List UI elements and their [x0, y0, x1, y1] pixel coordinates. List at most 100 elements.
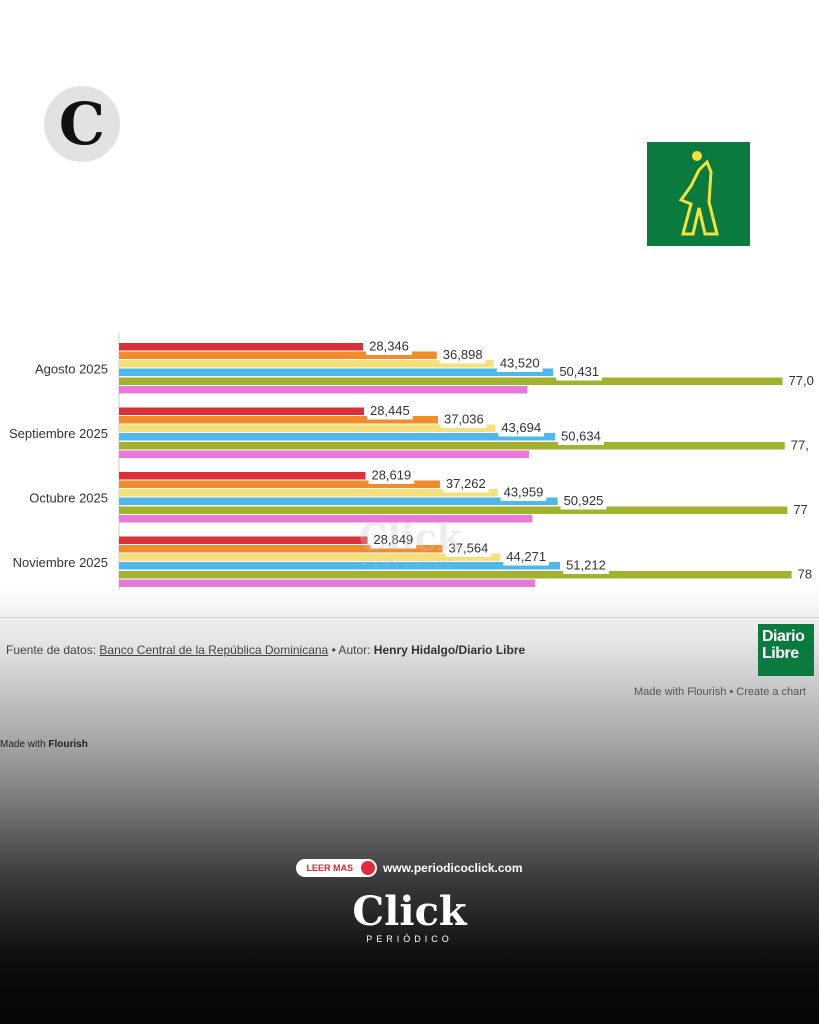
value-label-bg: [440, 412, 487, 428]
value-label: 78: [798, 566, 812, 581]
bar: [119, 571, 792, 579]
diario-libre-logo: Diario Libre: [758, 624, 814, 676]
value-label-group: 28,445: [366, 403, 413, 420]
value-label-group: 37,564: [445, 540, 492, 557]
value-label: 28,619: [371, 467, 411, 482]
category-label: Noviembre 2025: [13, 555, 108, 570]
brand: Click PERIÓDICO: [0, 888, 819, 944]
value-label-bg: [500, 485, 547, 501]
value-label-group: 37,262: [442, 476, 489, 493]
value-label-bg: [787, 438, 812, 454]
value-label: 43,520: [500, 355, 540, 370]
value-label: 51,212: [566, 557, 606, 572]
bar: [119, 442, 785, 450]
bar: [119, 506, 788, 514]
author: Henry Hidalgo/Diario Libre: [373, 643, 526, 657]
value-label-group: 28,346: [366, 338, 412, 355]
bar: [119, 553, 501, 561]
value-label: 37,564: [449, 540, 489, 555]
value-label-bg: [370, 532, 417, 549]
bar: [119, 579, 535, 587]
value-label-group: 50,925: [560, 493, 607, 510]
bars: [119, 343, 792, 587]
source: Fuente de datos: Banco Central de la Rep…: [6, 643, 525, 657]
value-label-group: 44,271: [503, 549, 550, 566]
value-label-bg: [794, 567, 816, 583]
value-label-group: 77,: [787, 437, 812, 454]
brand-mark: C: [44, 86, 120, 162]
value-label: 36,898: [443, 347, 483, 362]
bar: [119, 377, 783, 385]
watermark: Click PERIODICO: [330, 518, 490, 568]
value-label: 37,036: [444, 411, 484, 426]
value-label-group: 50,431: [556, 364, 603, 381]
value-label-bg: [366, 339, 412, 355]
value-label-bg: [785, 373, 817, 390]
value-label-bg: [368, 468, 415, 484]
value-label: 28,346: [369, 338, 409, 353]
bar: [119, 433, 556, 441]
value-label: 77,: [791, 437, 809, 452]
logo-line: Diario: [762, 628, 805, 645]
made-small: Made with: [0, 739, 46, 750]
value-label-bg: [560, 493, 607, 510]
bar: [119, 351, 437, 359]
bar: [119, 386, 528, 394]
value-label-group: 36,898: [439, 347, 486, 364]
brand-subtitle: PERIÓDICO: [366, 934, 453, 944]
divider: [0, 617, 819, 618]
value-label-bg: [558, 429, 604, 445]
bar: [119, 343, 364, 351]
category-label: Agosto 2025: [35, 361, 108, 376]
value-label: 43,959: [504, 484, 544, 499]
value-label-bg: [790, 502, 811, 519]
bar: [119, 360, 494, 368]
made-with[interactable]: Made with Flourish • Create a chart: [634, 686, 806, 698]
value-label: 37,262: [446, 476, 486, 491]
bar: [119, 424, 496, 432]
value-label-bg: [366, 403, 413, 420]
source-link[interactable]: Banco Central de la República Dominicana: [99, 643, 329, 657]
bar: [119, 562, 561, 570]
value-label-group: 78: [794, 566, 816, 583]
value-label: 28,445: [370, 403, 410, 418]
value-label: 50,925: [564, 493, 604, 508]
value-label: 77: [793, 502, 807, 517]
watermark-subtitle: PERIODICO: [362, 558, 458, 568]
brand-title: Click: [352, 888, 467, 935]
value-label: 43,694: [501, 420, 541, 435]
watermark-title: Click: [358, 517, 462, 559]
partner-logo: [647, 142, 750, 246]
bar: [119, 536, 368, 544]
value-labels: 28,346 36,898 43,520 50,431 77,0 28,445 37,036…: [366, 338, 817, 583]
category-label: Septiembre 2025: [9, 426, 108, 441]
value-label-group: 77,0: [785, 373, 817, 390]
bar: [119, 497, 558, 505]
bar: [119, 416, 438, 424]
value-label-bg: [496, 356, 543, 372]
value-label-bg: [556, 364, 603, 381]
cta-url[interactable]: www.periodicoclick.com: [382, 861, 523, 875]
value-label-group: 37,036: [440, 411, 487, 428]
bar: [119, 489, 498, 497]
cta-button[interactable]: LEER MAS: [296, 859, 377, 877]
bar: [119, 515, 533, 523]
chart: 28,346 36,898 43,520 50,431 77,0 28,445 37,036…: [8, 333, 817, 590]
value-label-bg: [503, 549, 550, 566]
value-label-bg: [498, 420, 545, 437]
logo-line: Libre: [762, 645, 799, 662]
value-label: 50,431: [559, 364, 599, 379]
bar: [119, 480, 440, 488]
bar: [119, 472, 366, 480]
value-label: 44,271: [506, 549, 546, 564]
source-label: Fuente de datos:: [6, 643, 97, 657]
bar: [119, 368, 554, 376]
bar: [119, 407, 364, 415]
value-label-group: 51,212: [563, 557, 609, 574]
made-with-small: Made with Flourish: [0, 739, 88, 750]
value-label-group: 28,849: [370, 532, 417, 549]
author-label: • Autor:: [331, 643, 371, 657]
